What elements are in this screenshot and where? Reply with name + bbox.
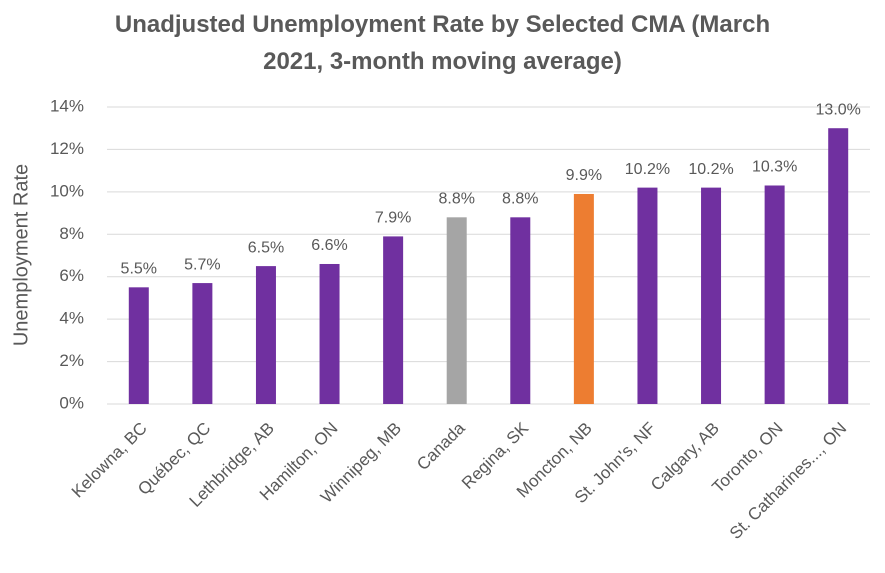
- bar: [383, 236, 404, 404]
- data-label: 5.5%: [121, 261, 157, 278]
- bar: [128, 287, 149, 404]
- data-label: 6.6%: [311, 237, 347, 254]
- y-tick-label: 0%: [59, 393, 84, 412]
- data-label: 6.5%: [248, 239, 284, 256]
- y-tick-label: 12%: [50, 139, 84, 158]
- y-tick-label: 10%: [50, 181, 84, 200]
- bar: [446, 217, 467, 404]
- data-label: 10.2%: [688, 161, 733, 178]
- y-tick-label: 2%: [59, 351, 84, 370]
- bar: [192, 283, 213, 404]
- data-label: 10.3%: [752, 159, 797, 176]
- bar: [764, 185, 785, 404]
- bar: [255, 266, 276, 404]
- y-tick-label: 8%: [59, 224, 84, 243]
- bar: [701, 187, 722, 404]
- data-label: 13.0%: [816, 101, 861, 118]
- data-label: 9.9%: [566, 167, 602, 184]
- data-label: 10.2%: [625, 161, 670, 178]
- y-axis-label: Unemployment Rate: [10, 164, 32, 346]
- y-tick-label: 6%: [59, 266, 84, 285]
- data-label: 8.8%: [438, 191, 474, 208]
- data-label: 7.9%: [375, 210, 411, 227]
- x-tick-label: Canada: [413, 418, 469, 474]
- data-label: 5.7%: [184, 256, 220, 273]
- bar: [319, 263, 340, 404]
- chart-title: Unadjusted Unemployment Rate by Selected…: [114, 11, 771, 75]
- bar: [828, 128, 849, 404]
- y-tick-label: 14%: [50, 96, 84, 115]
- bar: [573, 193, 594, 404]
- y-tick-label: 4%: [59, 309, 84, 328]
- bar: [637, 187, 658, 404]
- bar: [510, 217, 531, 404]
- x-tick-label: St. Catharines..., ON: [726, 419, 850, 543]
- data-label: 8.8%: [502, 191, 538, 208]
